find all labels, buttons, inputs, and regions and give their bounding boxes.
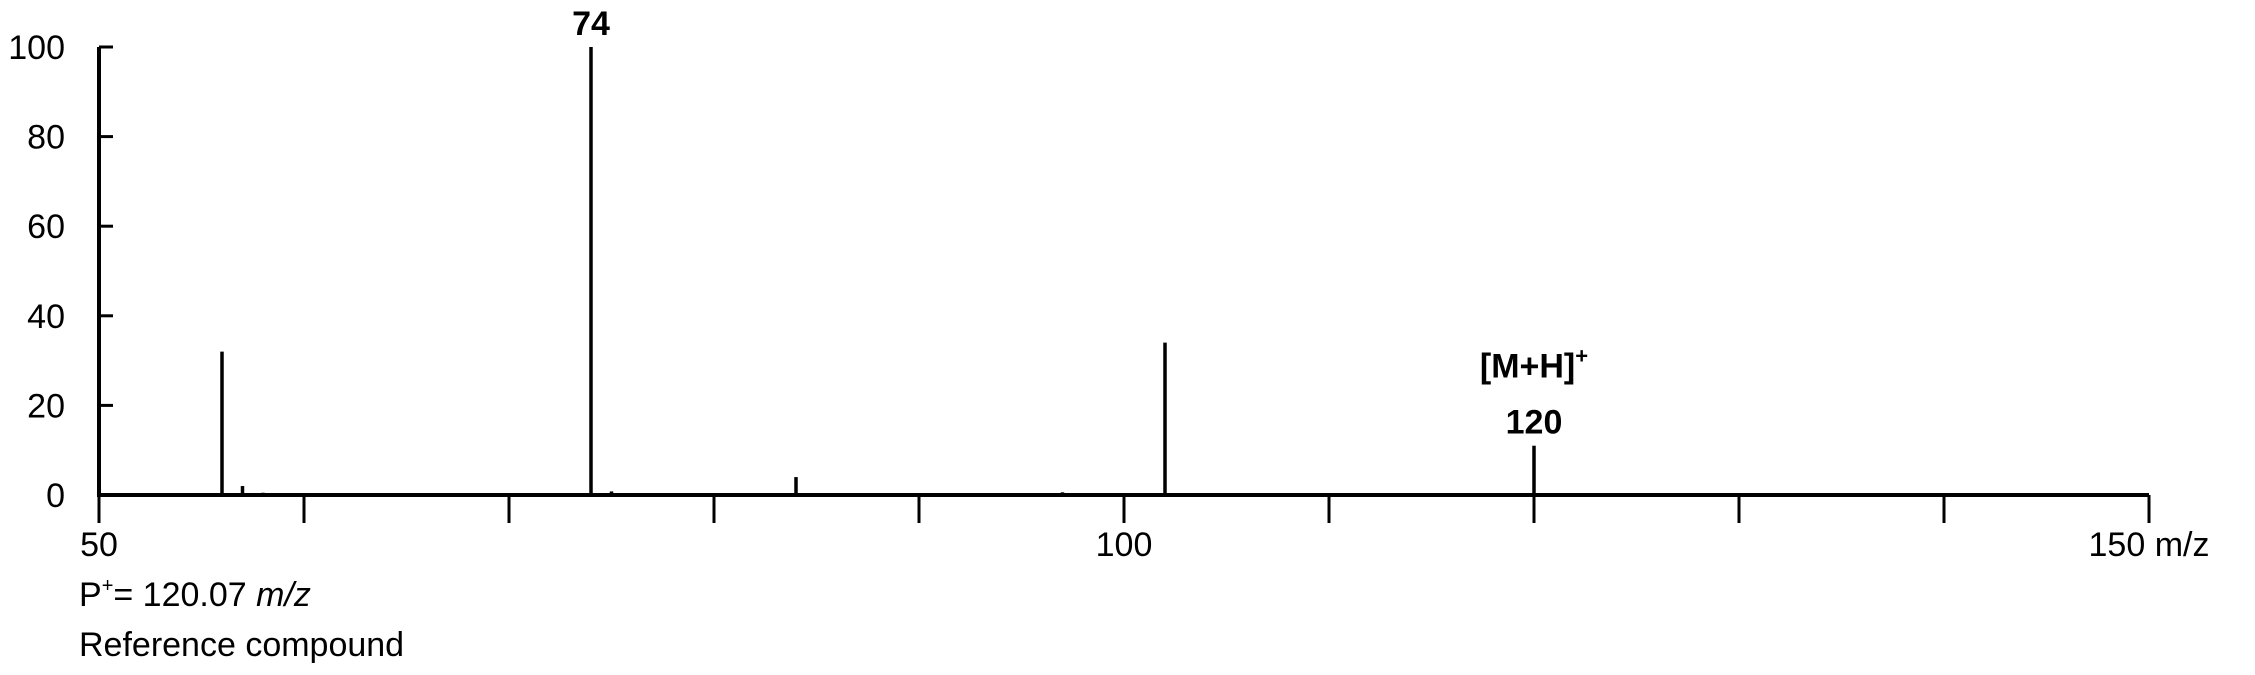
precursor-note: P+= 120.07 m/z xyxy=(79,575,311,615)
axes xyxy=(97,47,2149,497)
x-tick-label: 150 m/z xyxy=(2089,526,2210,564)
peak-labels: 74 [M+H]+ 120 xyxy=(572,5,1588,442)
compound-note: Reference compound xyxy=(79,626,405,664)
precursor-unit: m/z xyxy=(256,576,311,614)
x-tick-label: 100 xyxy=(1096,526,1153,564)
y-tick-label: 0 xyxy=(46,477,65,515)
ticks: 0 20 40 60 80 100 50 100 150 m/z xyxy=(8,29,2209,564)
x-tick-label: 50 xyxy=(80,526,118,564)
y-tick-label: 80 xyxy=(27,119,65,157)
precursor-value: = 120.07 xyxy=(113,576,257,614)
peak-label: [M+H]+ xyxy=(1480,344,1588,386)
y-tick-label: 40 xyxy=(27,298,65,336)
peaks xyxy=(220,47,1536,495)
y-tick-label: 20 xyxy=(27,387,65,425)
precursor-charge: + xyxy=(101,575,114,597)
peak-label: 74 xyxy=(572,5,610,43)
precursor-symbol: P xyxy=(79,576,102,614)
peak-label: 120 xyxy=(1506,404,1563,442)
y-tick-label: 100 xyxy=(8,29,65,67)
y-tick-label: 60 xyxy=(27,208,65,246)
